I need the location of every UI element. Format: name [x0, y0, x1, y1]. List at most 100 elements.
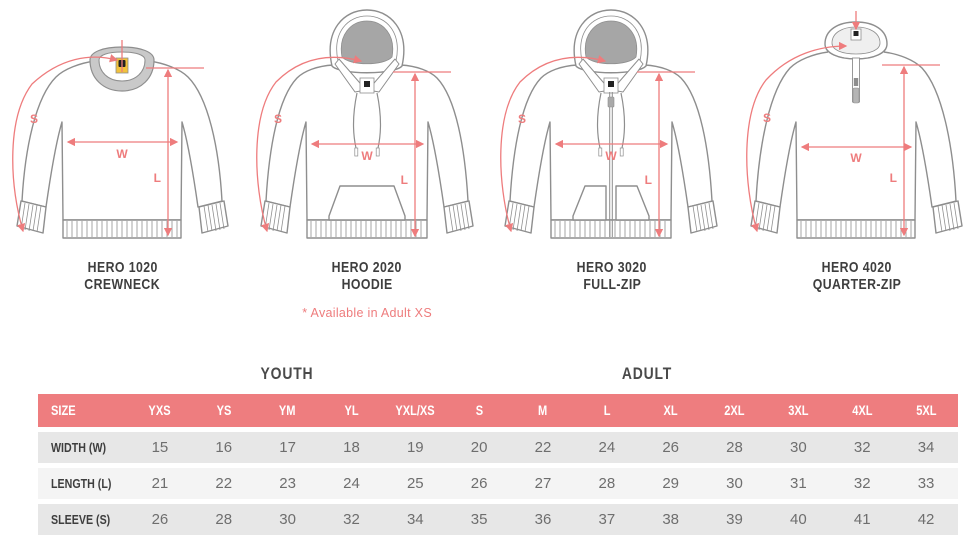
- size-value: 20: [470, 439, 488, 456]
- width-measure-label: W: [850, 151, 862, 165]
- size-value: 17: [279, 439, 296, 456]
- size-value: 23: [279, 475, 296, 492]
- column-header: M: [538, 403, 548, 418]
- quarter-zipper: [852, 57, 861, 104]
- figure-quarter-zip: S W L HERO 4020 QUARTER-ZIP: [734, 2, 979, 320]
- size-value: 19: [406, 439, 424, 456]
- figure-model: HERO 3020: [576, 259, 647, 276]
- size-value: 32: [853, 439, 871, 456]
- pocket-right: [615, 185, 651, 221]
- size-table-row-sleeve: SLEEVE (S) 26 28 30 32 34 35 36 37 38 39…: [38, 504, 958, 535]
- figure-title: HERO 1020 CREWNECK: [76, 259, 168, 293]
- size-value: 28: [215, 511, 233, 528]
- size-value: 34: [406, 511, 424, 528]
- figure-full-zip: S W L HERO 3020 FULL-ZIP: [490, 2, 735, 320]
- width-measure-label: W: [606, 149, 618, 163]
- size-value: 22: [215, 475, 233, 492]
- zipper: [608, 92, 615, 237]
- size-table-row-length: LENGTH (L) 21 22 23 24 25 26 27 28 29 30…: [38, 468, 958, 499]
- size-value: 32: [343, 511, 360, 528]
- brand-tag-icon: [850, 28, 862, 41]
- size-value: 18: [343, 439, 360, 456]
- column-header: 4XL: [852, 403, 873, 418]
- figure-style: QUARTER-ZIP: [812, 275, 901, 293]
- size-value: 26: [662, 439, 680, 456]
- size-value: 37: [598, 511, 616, 528]
- size-value: 33: [917, 475, 935, 492]
- size-value: 30: [790, 439, 807, 456]
- figure-title: HERO 2020 HOODIE: [324, 259, 409, 293]
- column-header: YM: [279, 403, 296, 418]
- measurement-arrows: S W L: [500, 55, 696, 238]
- row-label: SLEEVE (S): [51, 512, 111, 527]
- sleeve-measure-label: S: [518, 112, 526, 126]
- size-value: 28: [726, 439, 743, 456]
- size-value: 16: [215, 439, 233, 456]
- kangaroo-pocket: [327, 185, 406, 221]
- figure-hoodie: S W L HERO 2020 HOODIE * Available in Ad…: [245, 2, 490, 320]
- figure-model: HERO 2020: [332, 259, 403, 276]
- figure-style: HOODIE: [341, 275, 393, 293]
- size-value: 34: [917, 439, 935, 456]
- size-table-header-row: SIZE YXS YS YM YL YXL/XS S M L XL 2XL 3X…: [38, 394, 958, 427]
- measurement-arrows: S W L: [746, 11, 941, 237]
- size-table-row-width: WIDTH (W) 15 16 17 18 19 20 22 24 26 28 …: [38, 432, 958, 463]
- size-value: 41: [853, 511, 871, 528]
- brand-tag-icon: [359, 77, 375, 94]
- figure-model: HERO 1020: [87, 259, 158, 276]
- figure-crewneck: S W L HERO 1020 CREWNECK: [0, 2, 245, 320]
- sleeve-measure-label: S: [274, 112, 282, 126]
- size-value: 30: [726, 475, 743, 492]
- size-value: 35: [470, 511, 488, 528]
- row-label: LENGTH (L): [51, 476, 112, 491]
- youth-group-label: YOUTH: [260, 364, 314, 383]
- garment-figures: S W L HERO 1020 CREWNECK: [0, 2, 979, 320]
- width-measure-label: W: [361, 149, 373, 163]
- size-value: 27: [534, 475, 552, 492]
- size-value: 38: [662, 511, 680, 528]
- size-value: 28: [598, 475, 616, 492]
- figure-title: HERO 4020 QUARTER-ZIP: [803, 259, 911, 293]
- column-header: L: [603, 403, 611, 418]
- brand-tag-icon: [603, 77, 619, 94]
- size-value: 40: [790, 511, 807, 528]
- figure-style: CREWNECK: [84, 275, 161, 293]
- quarter-zip-illustration: S W L: [746, 11, 963, 239]
- size-value: 26: [470, 475, 488, 492]
- size-value: 39: [726, 511, 743, 528]
- size-value: 21: [151, 475, 169, 492]
- column-header: YXL/XS: [395, 403, 435, 418]
- size-value: 24: [598, 439, 616, 456]
- column-header: XL: [663, 403, 678, 418]
- size-value: 32: [853, 475, 871, 492]
- size-value: 36: [534, 511, 552, 528]
- length-measure-label: L: [890, 171, 897, 185]
- column-header: SIZE: [51, 403, 76, 418]
- size-value: 30: [279, 511, 296, 528]
- size-value: 22: [534, 439, 552, 456]
- width-measure-label: W: [116, 147, 128, 161]
- hoodie-illustration: S W L: [255, 9, 474, 239]
- row-label: WIDTH (W): [51, 440, 107, 455]
- length-measure-label: L: [645, 173, 652, 187]
- full-zip-illustration: S W L: [500, 9, 719, 239]
- measurement-arrows: S W L: [11, 40, 204, 237]
- size-value: 25: [406, 475, 424, 492]
- size-group-labels: YOUTH ADULT: [38, 358, 958, 394]
- column-header: YS: [216, 403, 232, 418]
- figure-title: HERO 3020 FULL-ZIP: [569, 259, 654, 293]
- column-header: 3XL: [788, 403, 809, 418]
- size-value: 29: [662, 475, 680, 492]
- measurement-arrows: S W L: [255, 55, 451, 238]
- length-measure-label: L: [154, 171, 161, 185]
- column-header: 5XL: [915, 403, 937, 418]
- figure-style: FULL-ZIP: [582, 275, 641, 293]
- size-value: 24: [343, 475, 360, 492]
- adult-group-label: ADULT: [621, 364, 673, 383]
- availability-note: * Available in Adult XS: [302, 306, 432, 320]
- column-header: S: [475, 403, 483, 418]
- column-header: 2XL: [724, 403, 745, 418]
- figure-model: HERO 4020: [821, 259, 892, 276]
- sleeve-measure-label: S: [763, 111, 771, 125]
- column-header: YL: [344, 403, 359, 418]
